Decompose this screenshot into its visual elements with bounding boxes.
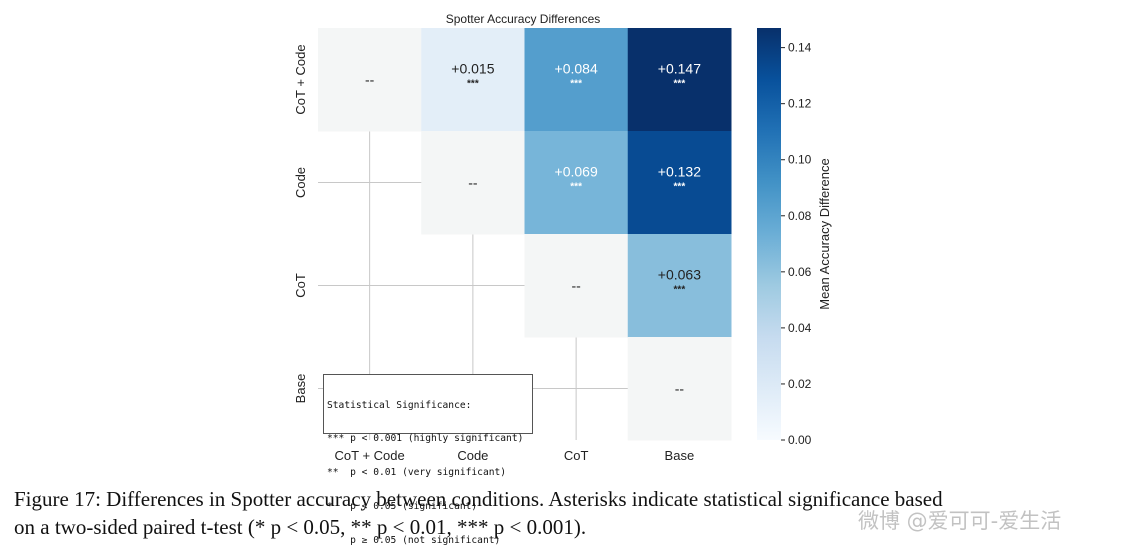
chart-title: Spotter Accuracy Differences (446, 12, 601, 26)
cell-value-label: +0.132 (658, 164, 701, 180)
cell-value-label: -- (365, 72, 375, 88)
heatmap-cell (524, 28, 629, 132)
cell-value-label: +0.084 (555, 61, 598, 77)
cell-value-label: -- (571, 278, 581, 294)
colorbar (757, 28, 781, 440)
cell-value-label: -- (468, 175, 478, 191)
colorbar-tick-label: 0.00 (788, 433, 812, 447)
legend-line-2: ** p < 0.01 (very significant) (327, 467, 507, 479)
heatmap-chart: Spotter Accuracy Differences -- +0.015 ***… (293, 12, 832, 463)
heatmap-cell (318, 28, 422, 132)
x-tick-label: CoT (564, 448, 589, 463)
legend-title: Statistical Significance: (327, 399, 472, 411)
cell-value-label: +0.069 (555, 164, 598, 180)
cell-significance-stars: *** (570, 182, 582, 193)
caption-line-2: on a two-sided paired t-test (* p < 0.05… (14, 515, 587, 539)
cell-value-label: +0.147 (658, 61, 701, 77)
watermark: 微博 @爱可可-爱生活 (858, 509, 1062, 533)
colorbar-tick-label: 0.08 (788, 209, 812, 223)
heatmap-cell (627, 131, 732, 235)
heatmap-cell (421, 131, 525, 235)
y-tick-label: Base (293, 374, 308, 404)
colorbar-tick-label: 0.14 (788, 41, 812, 55)
colorbar-tick-label: 0.04 (788, 321, 812, 335)
y-tick-label: Code (293, 167, 308, 198)
axis-labels: CoT + Code Code CoT Base CoT + Code Code CoT Ba… (293, 44, 694, 463)
heatmap-cell (627, 337, 732, 441)
heatmap-cell (421, 28, 525, 132)
y-tick-label: CoT (293, 273, 308, 298)
cell-value-label: -- (675, 381, 685, 397)
heatmap-cell (627, 28, 732, 132)
cell-significance-stars: *** (674, 79, 686, 90)
heatmap-cells: -- +0.015 *** +0.084 *** +0.147 *** -- +0.069 ***… (318, 28, 732, 441)
x-tick-label: CoT + Code (335, 448, 405, 463)
significance-legend: Statistical Significance: *** p < 0.001 … (323, 374, 533, 546)
heatmap-cell (524, 131, 629, 235)
colorbar-tick-label: 0.10 (788, 153, 812, 167)
colorbar-tick-label: 0.06 (788, 265, 812, 279)
heatmap-cell (524, 234, 629, 338)
y-tick-label: CoT + Code (293, 44, 308, 114)
heatmap-cell (627, 234, 732, 338)
x-tick-label: Code (457, 448, 488, 463)
figure-caption: Figure 17: Differences in Spotter accura… (14, 485, 1119, 541)
x-tick-label: Base (665, 448, 695, 463)
legend-line-3: * p < 0.05 (significant) (327, 501, 478, 513)
colorbar-ticks: 0.00 0.02 0.04 0.06 0.08 0.10 0.12 0.14 (781, 41, 812, 447)
cell-significance-stars: *** (570, 79, 582, 90)
colorbar-tick-label: 0.12 (788, 97, 812, 111)
cell-value-label: +0.063 (658, 267, 701, 283)
legend-line-4: p ≥ 0.05 (not significant) (327, 535, 501, 547)
caption-line-1: Figure 17: Differences in Spotter accura… (14, 487, 943, 511)
cell-value-label: +0.015 (451, 61, 494, 77)
cell-significance-stars: *** (467, 79, 479, 90)
colorbar-label: Mean Accuracy Difference (817, 158, 832, 310)
legend-line-1: *** p < 0.001 (highly significant) (327, 433, 524, 445)
cell-significance-stars: *** (674, 182, 686, 193)
colorbar-tick-label: 0.02 (788, 377, 812, 391)
cell-significance-stars: *** (674, 285, 686, 296)
